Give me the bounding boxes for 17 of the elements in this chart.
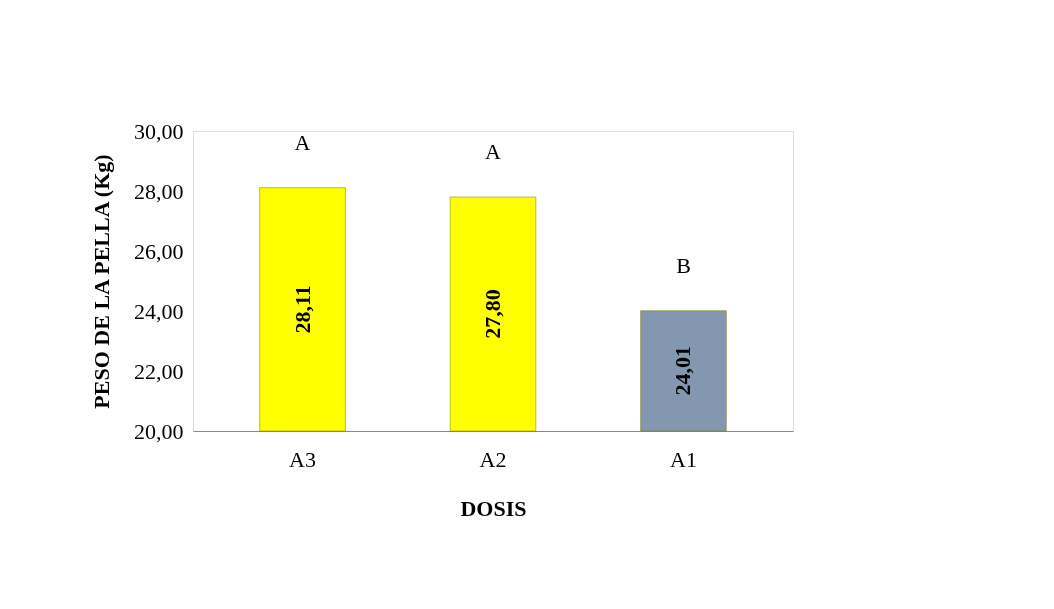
y-axis-title: PESO DE LA PELLA (Kg)	[89, 154, 114, 409]
y-tick-label: 30,00	[134, 118, 184, 144]
data-label: 24,01	[670, 346, 696, 396]
x-axis-title: DOSIS	[460, 495, 527, 521]
annotation: A	[294, 129, 311, 155]
y-tick-label: 20,00	[134, 418, 184, 444]
y-tick-label: 22,00	[134, 358, 184, 384]
data-label: 27,80	[480, 289, 505, 339]
x-tick-label: A3	[289, 446, 316, 472]
annotation: B	[676, 252, 691, 278]
data-label: 28,11	[289, 285, 315, 334]
y-tick-label: 26,00	[134, 238, 184, 264]
x-tick-label: A1	[670, 446, 697, 472]
annotation: A	[485, 139, 502, 164]
y-tick-label: 24,00	[134, 298, 184, 324]
y-tick-label: 28,00	[134, 178, 184, 204]
x-tick-label: A2	[479, 446, 507, 472]
